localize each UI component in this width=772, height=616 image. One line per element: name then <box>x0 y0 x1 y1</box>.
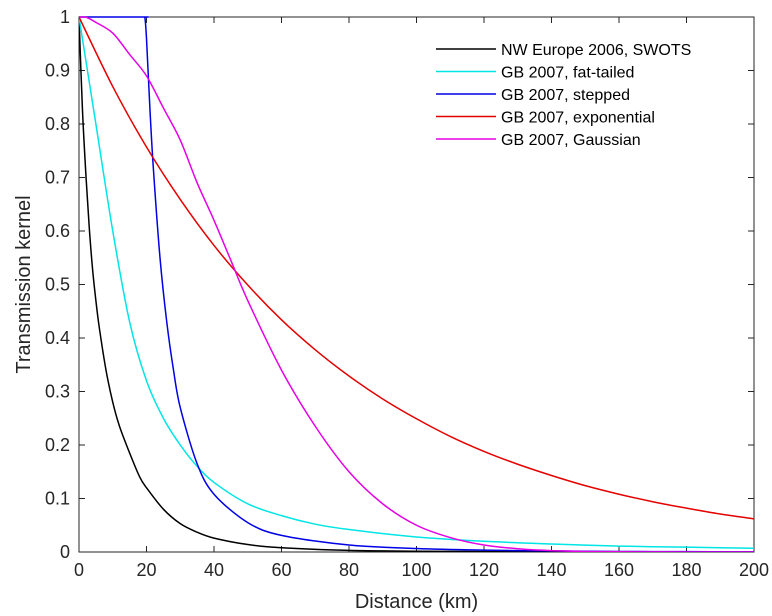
y-tick-label: 0.6 <box>45 221 70 241</box>
y-tick-label: 0.9 <box>45 61 70 81</box>
y-tick-label: 0.2 <box>45 435 70 455</box>
legend: NW Europe 2006, SWOTS GB 2007, fat-tailed… <box>418 33 740 154</box>
x-tick-label: 200 <box>739 560 769 580</box>
y-axis-ticks: 0 0.1 0.2 0.3 0.4 0.5 0.6 0.7 0.8 0.9 1 <box>45 7 754 562</box>
x-axis-ticks: 0 20 40 60 80 100 120 140 160 180 200 <box>74 17 769 580</box>
y-tick-label: 1 <box>60 7 70 27</box>
y-tick-label: 0.8 <box>45 114 70 134</box>
x-tick-label: 0 <box>74 560 84 580</box>
x-tick-label: 100 <box>401 560 431 580</box>
series-line-4 <box>79 16 754 520</box>
x-tick-label: 180 <box>671 560 701 580</box>
series-line-1 <box>79 16 754 552</box>
legend-entry-label: GB 2007, Gaussian <box>501 132 641 149</box>
y-tick-label: 0 <box>60 542 70 562</box>
x-tick-label: 20 <box>136 560 156 580</box>
y-axis-label: Transmission kernel <box>13 195 35 373</box>
y-tick-label: 0.7 <box>45 168 70 188</box>
x-tick-label: 80 <box>339 560 359 580</box>
y-tick-label: 0.1 <box>45 489 70 509</box>
legend-entry-label: GB 2007, stepped <box>501 87 630 104</box>
legend-entry-label: NW Europe 2006, SWOTS <box>501 42 691 59</box>
x-tick-label: 40 <box>204 560 224 580</box>
legend-entry-label: GB 2007, exponential <box>501 110 655 127</box>
y-tick-label: 0.5 <box>45 275 70 295</box>
legend-entry-label: GB 2007, fat-tailed <box>501 65 634 82</box>
y-tick-label: 0.3 <box>45 382 70 402</box>
y-tick-label: 0.4 <box>45 328 70 348</box>
series-line-5 <box>79 16 754 552</box>
x-tick-label: 60 <box>271 560 291 580</box>
x-tick-label: 120 <box>469 560 499 580</box>
x-tick-label: 140 <box>536 560 566 580</box>
series-layer <box>79 16 754 552</box>
x-axis-label: Distance (km) <box>355 591 478 613</box>
series-line-2 <box>79 16 754 549</box>
x-tick-label: 160 <box>604 560 634 580</box>
